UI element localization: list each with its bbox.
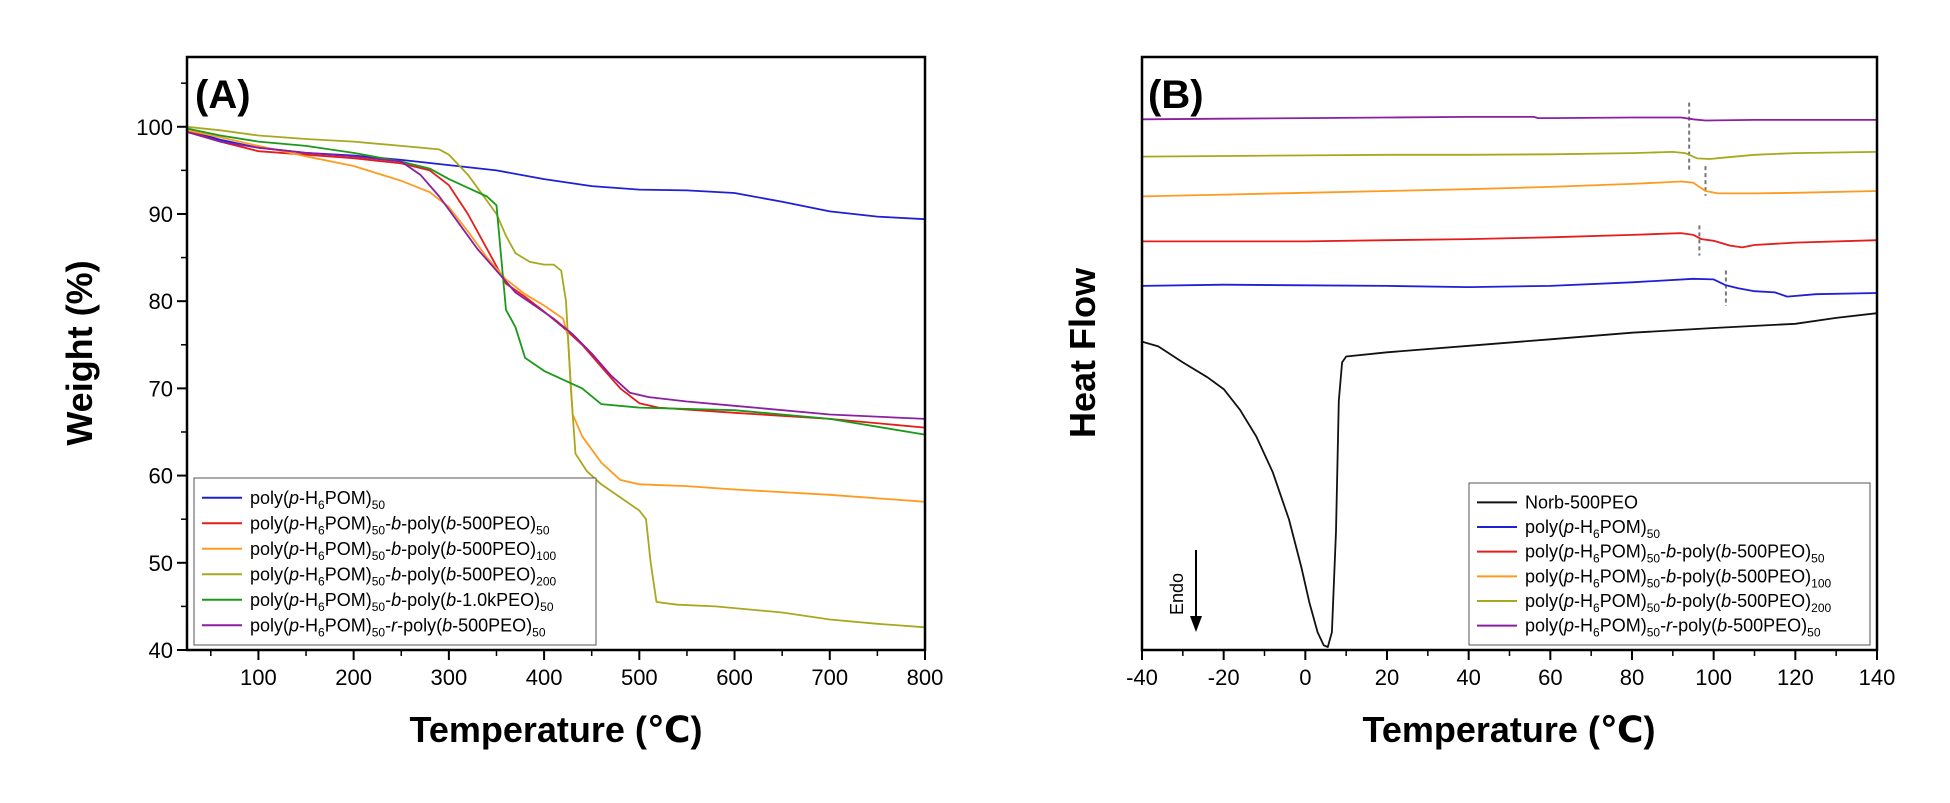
panel-a-legend-entry: poly(p-H6POM)50 — [250, 488, 385, 512]
panel-b-x-tick-label: 20 — [1375, 665, 1399, 690]
panel-b-legend-entry: poly(p-H6POM)50-b-poly(b-500PEO)100 — [1525, 566, 1832, 590]
panel-a-x-tick-label: 800 — [907, 665, 944, 690]
panel-b-x-tick-label: 0 — [1299, 665, 1311, 690]
panel-b-legend-entry: poly(p-H6POM)50-b-poly(b-500PEO)200 — [1525, 591, 1832, 615]
panel-a-series-line-1 — [186, 130, 926, 429]
panel-a-series-line-4 — [186, 127, 926, 436]
panel-b-ticks: -40 -20 0 20 40 60 80 100 120 140 — [1126, 650, 1895, 690]
panel-b-x-tick-label: 100 — [1695, 665, 1732, 690]
panel-a-series-line-3 — [186, 125, 926, 629]
panel-b-label: (B) — [1148, 73, 1204, 117]
panel-b-series-line-3 — [1141, 180, 1878, 198]
panel-b-x-tick-label: -20 — [1208, 665, 1240, 690]
panel-b-x-axis-title: Temperature (℃) — [1363, 709, 1656, 750]
panel-b-legend-frame — [1468, 482, 1871, 646]
panel-a-legend-frame — [193, 477, 597, 646]
panel-b-legend-entry: Norb-500PEO — [1525, 492, 1638, 512]
endo-arrow-head-icon — [1190, 616, 1202, 632]
endo-annotation: Endo — [1167, 550, 1202, 632]
panel-a-legend: poly(p-H6POM)50poly(p-H6POM)50-b-poly(b-… — [193, 477, 597, 646]
panel-b-frame — [1140, 55, 1879, 652]
panel-b-x-tick-label: 60 — [1538, 665, 1562, 690]
panel-a-ticks: 100 200 300 400 500 600 700 800 40 50 60 70 80 90 100 — [136, 82, 944, 690]
panel-a-legend-entry: poly(p-H6POM)50-b-poly(b-500PEO)50 — [250, 513, 550, 537]
panel-a-y-tick-label: 40 — [149, 638, 173, 663]
panel-a-series-line-0 — [186, 129, 926, 221]
panel-a-frame — [185, 55, 927, 652]
panel-b-series-line-0 — [1141, 312, 1878, 648]
panel-a-x-tick-label: 500 — [621, 665, 658, 690]
panel-a-y-tick-label: 80 — [149, 289, 173, 314]
panel-a-y-tick-label: 50 — [149, 551, 173, 576]
panel-a-x-tick-label: 700 — [811, 665, 848, 690]
panel-b-series-line-1 — [1141, 277, 1878, 298]
panel-b-series-group — [1141, 116, 1878, 648]
panel-a-legend-entry: poly(p-H6POM)50-r-poly(b-500PEO)50 — [250, 615, 546, 639]
panel-a-legend-entry: poly(p-H6POM)50-b-poly(b-500PEO)200 — [250, 564, 557, 588]
panel-a-x-tick-label: 400 — [526, 665, 563, 690]
panel-a-x-tick-label: 200 — [335, 665, 372, 690]
panel-a-y-tick-label: 70 — [149, 376, 173, 401]
panel-b-legend: Norb-500PEOpoly(p-H6POM)50poly(p-H6POM)5… — [1468, 482, 1871, 646]
panel-a-legend-entry: poly(p-H6POM)50-b-poly(b-500PEO)100 — [250, 539, 557, 563]
panel-a-series-line-5 — [186, 131, 926, 420]
panel-a-label: (A) — [195, 73, 251, 117]
panel-b-x-tick-label: 120 — [1777, 665, 1814, 690]
panel-b-x-tick-label: 40 — [1456, 665, 1480, 690]
panel-a-y-tick-label: 100 — [136, 115, 173, 140]
panel-b-transition-markers — [1688, 102, 1727, 307]
panel-b-series-line-4 — [1141, 151, 1878, 160]
panel-a: (A) 100 200 300 400 500 600 700 800 40 50 60 70 80 90… — [59, 55, 944, 750]
panel-b-series-line-5 — [1141, 116, 1877, 122]
panel-b-y-axis-title: Heat Flow — [1062, 267, 1103, 438]
panel-b-x-tick-label: 140 — [1859, 665, 1896, 690]
panel-b-x-tick-label: 80 — [1620, 665, 1644, 690]
panel-a-series-group — [186, 125, 926, 629]
panel-b-legend-entry: poly(p-H6POM)50-r-poly(b-500PEO)50 — [1525, 616, 1821, 640]
panel-a-x-axis-title: Temperature (℃) — [410, 709, 703, 750]
panel-a-x-tick-label: 600 — [716, 665, 753, 690]
panel-b-x-tick-label: -40 — [1126, 665, 1158, 690]
panel-a-y-tick-label: 90 — [149, 202, 173, 227]
endo-label: Endo — [1167, 573, 1187, 615]
panel-a-x-tick-label: 100 — [240, 665, 277, 690]
panel-a-x-tick-label: 300 — [431, 665, 468, 690]
panel-a-series-line-2 — [186, 129, 926, 503]
panel-a-legend-entry: poly(p-H6POM)50-b-poly(b-1.0kPEO)50 — [250, 590, 554, 614]
panel-b-legend-entry: poly(p-H6POM)50 — [1525, 517, 1660, 541]
panel-a-y-axis-title: Weight (%) — [59, 260, 100, 445]
panel-b-legend-entry: poly(p-H6POM)50-b-poly(b-500PEO)50 — [1525, 542, 1825, 566]
panel-a-y-tick-label: 60 — [149, 464, 173, 489]
panel-b: (B) -40 -20 0 20 40 60 80 100 120 140 Temperature… — [1062, 55, 1895, 750]
panel-b-series-line-2 — [1142, 232, 1878, 249]
